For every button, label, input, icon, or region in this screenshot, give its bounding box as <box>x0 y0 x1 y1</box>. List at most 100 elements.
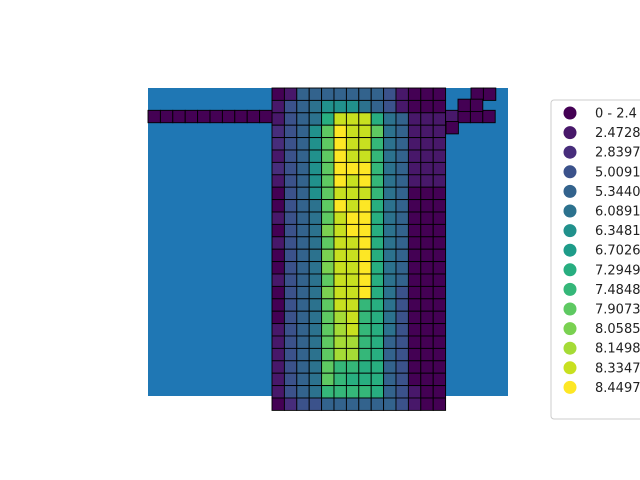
grid-cell <box>432 236 447 250</box>
legend-marker <box>563 282 577 296</box>
legend-label: 8.0585 <box>595 322 640 337</box>
grid-cell <box>370 99 385 114</box>
grid-cell <box>283 273 298 287</box>
grid-cell <box>420 99 434 114</box>
grid-cell <box>321 347 335 362</box>
legend-marker <box>563 341 577 355</box>
grid-cell <box>395 298 409 312</box>
grid-cell <box>296 360 310 374</box>
grid-cell <box>283 149 298 163</box>
grid-cell <box>395 261 409 275</box>
strip-cell-left <box>172 109 186 124</box>
grid-cell <box>395 285 409 300</box>
grid-cell <box>420 261 434 275</box>
grid-cell <box>407 397 422 411</box>
grid-cell <box>358 397 372 411</box>
grid-cell <box>271 199 285 213</box>
grid-cell <box>395 372 409 387</box>
grid-cell <box>370 273 385 287</box>
grid-cell <box>395 211 409 225</box>
grid-cell <box>271 298 285 312</box>
grid-cell <box>395 199 409 213</box>
grid-cell <box>370 261 385 275</box>
grid-cell <box>432 149 447 163</box>
grid-cell <box>383 149 397 163</box>
grid-cell <box>358 347 372 362</box>
grid-cell <box>370 372 385 387</box>
legend-label: 6.7026 <box>595 244 640 259</box>
strip-cell-second-right <box>469 98 484 113</box>
grid-cell <box>370 199 385 213</box>
grid-cell <box>395 124 409 139</box>
grid-cell <box>271 186 285 201</box>
grid-cell <box>345 335 360 349</box>
grid-cell <box>395 87 409 101</box>
grid-cell <box>296 273 310 287</box>
grid-cell <box>420 174 434 188</box>
grid-cell <box>321 335 335 349</box>
strip-cell-second-right <box>457 98 471 113</box>
grid-cell <box>432 99 447 114</box>
grid-cell <box>283 223 298 238</box>
grid-cell <box>308 174 323 188</box>
grid-cell <box>432 87 447 101</box>
grid-cell <box>321 323 335 337</box>
grid-cell <box>358 87 372 101</box>
grid-cell <box>395 137 409 151</box>
grid-cell <box>296 99 310 114</box>
grid-cell <box>333 223 347 238</box>
grid-cell <box>283 186 298 201</box>
grid-cell <box>370 397 385 411</box>
grid-cell <box>407 137 422 151</box>
grid-cell <box>321 261 335 275</box>
grid-cell <box>395 236 409 250</box>
grid-cell <box>407 298 422 312</box>
legend: 0 - 2.4 2.4728 2.8397 5.0091 5.3440 6.0891 6.3… <box>550 99 640 420</box>
grid-cell <box>321 174 335 188</box>
grid-cell <box>345 273 360 287</box>
grid-cell <box>271 261 285 275</box>
grid-cell <box>296 112 310 126</box>
grid-cell <box>407 199 422 213</box>
grid-cell <box>296 385 310 399</box>
grid-cell <box>432 248 447 263</box>
grid-cell <box>308 149 323 163</box>
grid-cell <box>271 335 285 349</box>
legend-marker <box>563 361 577 375</box>
grid-cell <box>395 99 409 114</box>
grid-cell <box>271 99 285 114</box>
grid-cell <box>407 285 422 300</box>
grid-cell <box>271 112 285 126</box>
grid-cell <box>321 112 335 126</box>
strip-cell-right <box>457 109 471 124</box>
grid-cell <box>333 248 347 263</box>
grid-cell <box>271 360 285 374</box>
grid-cell <box>283 174 298 188</box>
grid-cell <box>345 186 360 201</box>
grid-cell <box>383 112 397 126</box>
legend-marker <box>563 106 577 120</box>
grid-cell <box>395 174 409 188</box>
legend-frame <box>550 99 640 420</box>
strip-cell-right <box>469 109 484 124</box>
grid-cell <box>383 199 397 213</box>
grid-cell <box>420 186 434 201</box>
grid-cell <box>308 347 323 362</box>
grid-cell <box>321 124 335 139</box>
grid-cell <box>345 87 360 101</box>
grid-cell <box>420 310 434 325</box>
grid-cell <box>345 137 360 151</box>
grid-cell <box>308 285 323 300</box>
legend-label: 8.3347 <box>595 361 640 376</box>
grid-cell <box>432 347 447 362</box>
grid-cell <box>432 372 447 387</box>
grid-cell <box>333 298 347 312</box>
grid-cell <box>271 397 285 411</box>
grid-cell <box>370 186 385 201</box>
grid-cell <box>333 149 347 163</box>
grid-cell <box>321 397 335 411</box>
grid-cell <box>333 87 347 101</box>
grid-cell <box>308 298 323 312</box>
grid-cell <box>358 137 372 151</box>
grid-cell <box>308 248 323 263</box>
